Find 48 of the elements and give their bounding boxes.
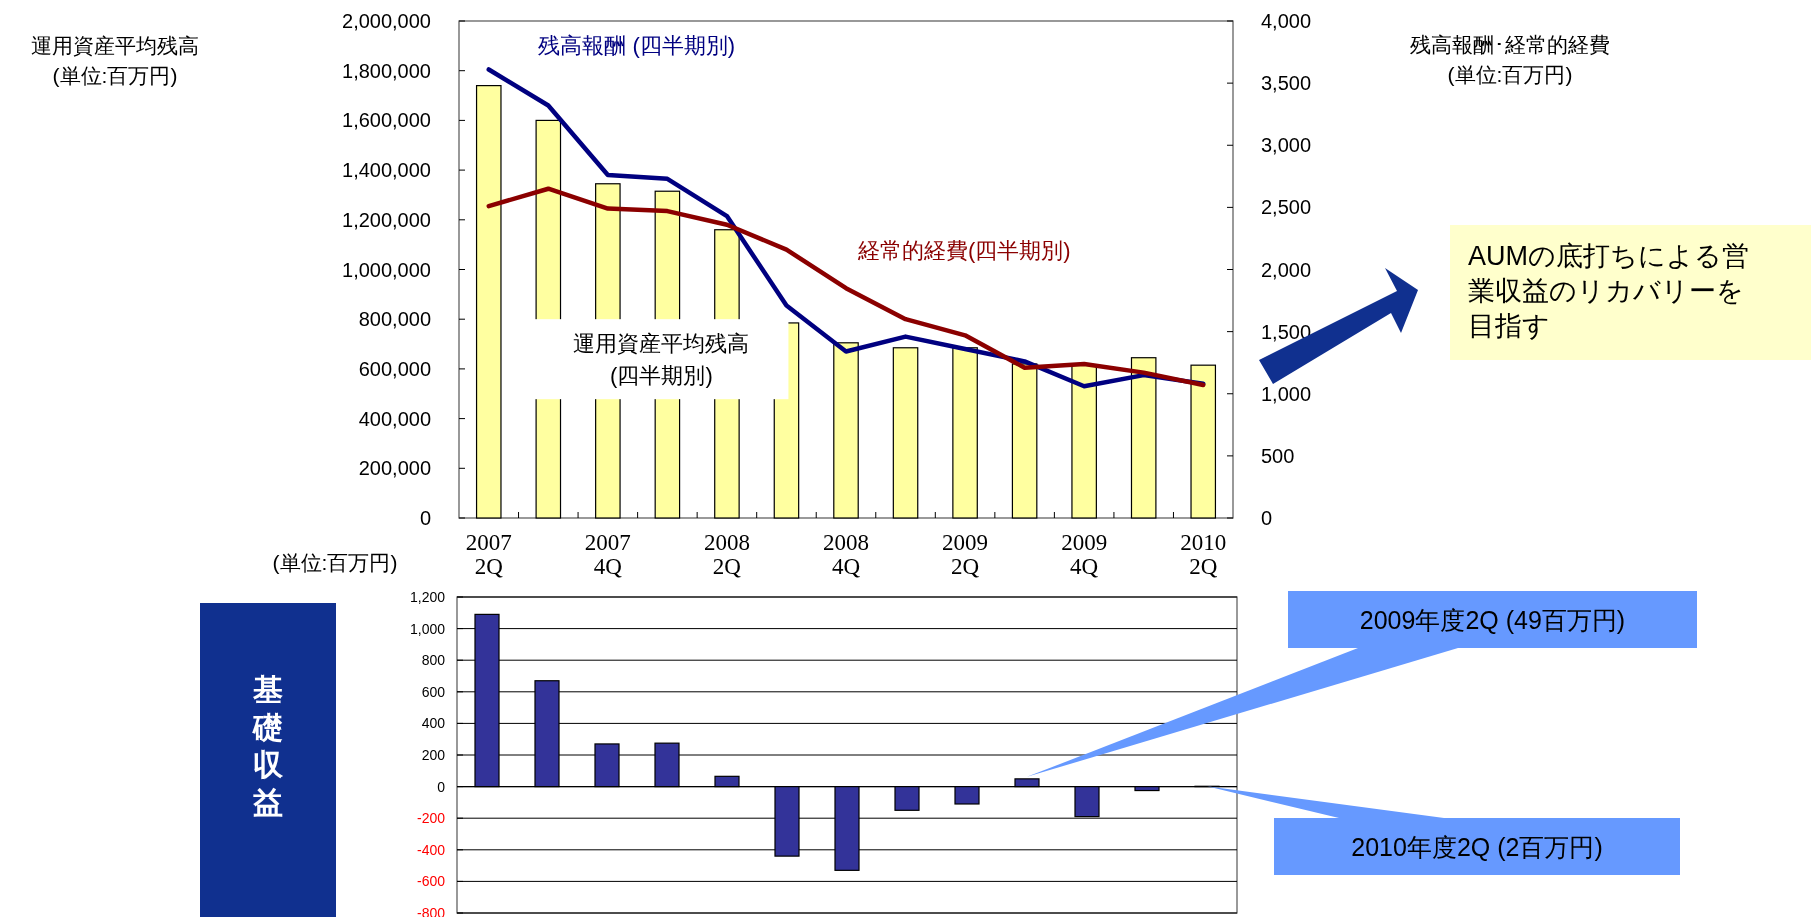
x-tick-label: 2009 2Q bbox=[942, 530, 989, 580]
y-tick-label: 1,000,000 bbox=[342, 258, 431, 281]
line-series bbox=[486, 186, 1206, 388]
text: 2009年度2Q (49百万円) bbox=[1359, 606, 1626, 634]
y-tick-label: 400,000 bbox=[358, 407, 431, 430]
y-tick-label: 0 bbox=[419, 507, 431, 529]
x-tick-label: 2010 2Q bbox=[1180, 530, 1227, 580]
y2-tick-label: 0 bbox=[1261, 507, 1273, 529]
y-tick-label: 600,000 bbox=[358, 357, 431, 380]
y2-tick-label: 500 bbox=[1261, 444, 1295, 467]
y2-tick-label: 3,500 bbox=[1261, 72, 1312, 95]
y-tick-label: 600 bbox=[421, 683, 446, 700]
y-tick-label: 800,000 bbox=[358, 308, 431, 331]
series-label: 運用資産平均残高 (四半期別) bbox=[573, 331, 750, 389]
y-tick-label: 200 bbox=[421, 747, 446, 763]
y-tick-label: 1,400,000 bbox=[342, 159, 431, 182]
y2-tick-label: 1,500 bbox=[1261, 320, 1312, 343]
y-tick-label: 800 bbox=[421, 652, 446, 669]
x-tick-label: 2007 2Q bbox=[465, 530, 512, 580]
y-tick-label: 200,000 bbox=[358, 457, 431, 480]
series-label: 残高報酬 (四半期別) bbox=[538, 33, 736, 59]
y-tick-label: 1,800,000 bbox=[342, 59, 431, 82]
x-tick-label: 2008 2Q bbox=[703, 530, 750, 580]
y-tick-label: -400 bbox=[416, 841, 446, 858]
y2-axis-title: 残高報酬･経常的経費 (単位:百万円) bbox=[1410, 33, 1610, 87]
y2-tick-label: 4,000 bbox=[1261, 10, 1312, 32]
y-tick-label: 2,000,000 bbox=[342, 10, 431, 32]
series-label: 経常的経費(四半期別) bbox=[857, 238, 1071, 264]
y-tick-label: 1,600,000 bbox=[342, 109, 431, 132]
text: 基礎収益 bbox=[252, 673, 284, 819]
y-axis-title: (単位:百万円) bbox=[272, 551, 398, 574]
y-tick-label: -600 bbox=[416, 873, 446, 890]
x-tick-label: 2009 4Q bbox=[1061, 530, 1108, 580]
y-tick-label: 1,200,000 bbox=[342, 208, 431, 231]
x-tick-label: 2008 4Q bbox=[823, 530, 869, 580]
text: AUMの底打ちによる営業収益のリカバリーを目指す bbox=[1468, 241, 1749, 342]
y-tick-label: 400 bbox=[421, 715, 446, 732]
y2-tick-label: 2,500 bbox=[1261, 196, 1312, 219]
text: 2010年度2Q (2百万円) bbox=[1351, 833, 1603, 861]
y-tick-label: -200 bbox=[416, 810, 446, 827]
y-axis-title: 運用資産平均残高 (単位:百万円) bbox=[31, 34, 199, 88]
y-tick-label: 1,200 bbox=[409, 589, 446, 605]
x-tick-label: 2007 4Q bbox=[584, 530, 631, 580]
y2-tick-label: 1,000 bbox=[1261, 382, 1312, 405]
y-tick-label: 1,000 bbox=[409, 620, 446, 637]
y-tick-label: 0 bbox=[437, 778, 446, 795]
y2-tick-label: 3,000 bbox=[1261, 134, 1312, 157]
y2-tick-label: 2,000 bbox=[1261, 258, 1312, 281]
